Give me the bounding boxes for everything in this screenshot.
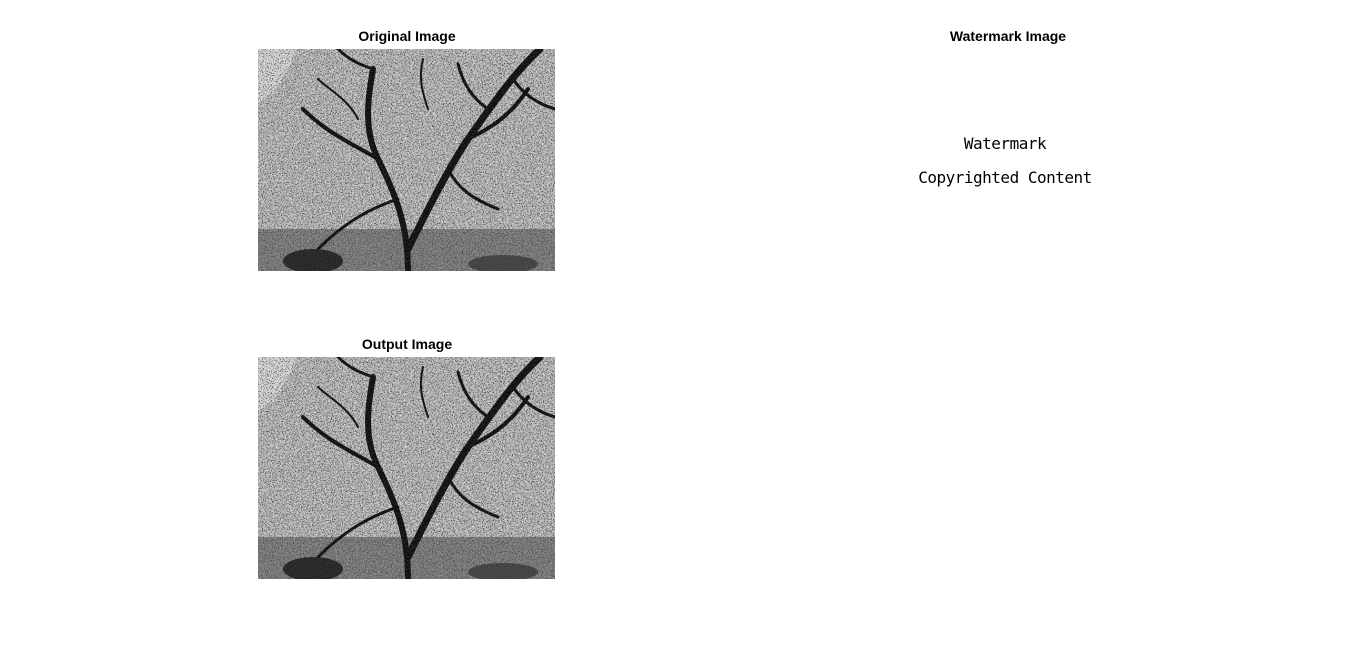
original-image (258, 49, 555, 271)
tree-photo-graphic (258, 357, 555, 579)
original-image-title: Original Image (358, 28, 455, 44)
watermark-text-line-2: Copyrighted Content (918, 168, 1092, 187)
output-image-title: Output Image (362, 336, 452, 352)
output-image (258, 357, 555, 579)
watermark-image-title: Watermark Image (950, 28, 1066, 44)
watermark-text-line-1: Watermark (964, 134, 1046, 153)
tree-photo-graphic (258, 49, 555, 271)
